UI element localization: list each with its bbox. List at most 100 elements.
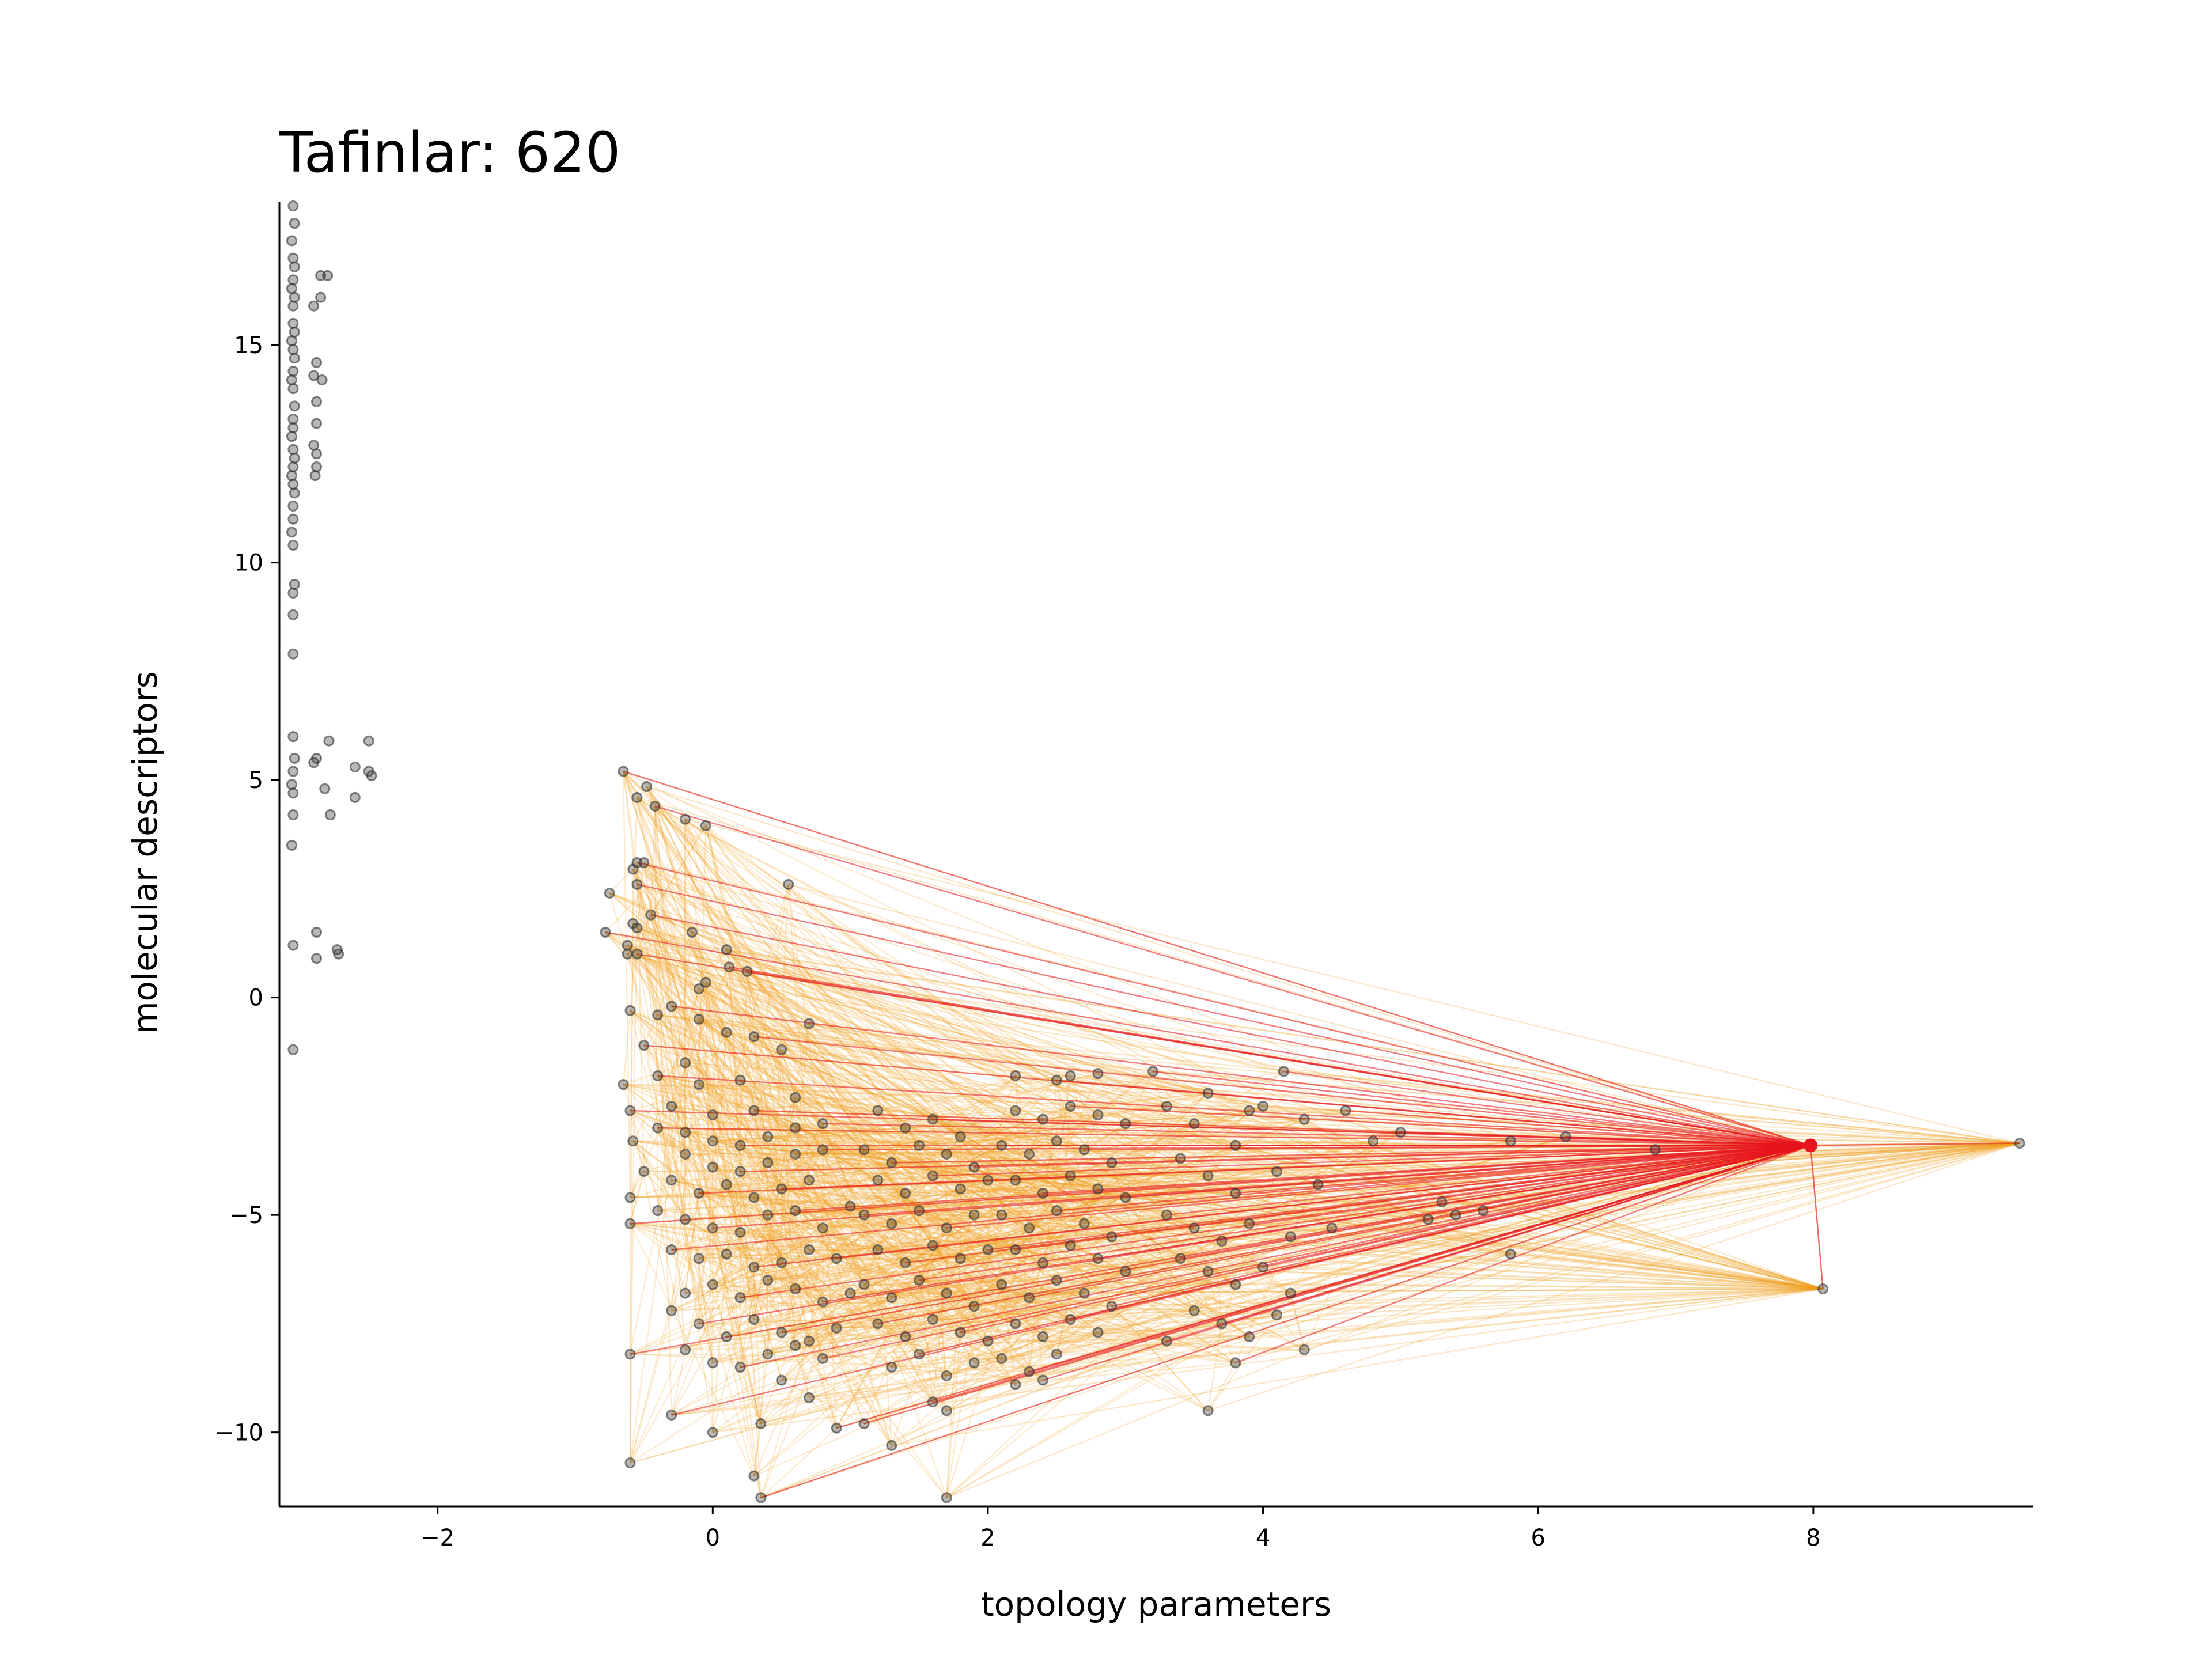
edge-line [643,862,1002,1285]
x-tick-label: 6 [1531,1525,1546,1551]
edge-line [1097,1073,1401,1133]
edge-line [712,1114,838,1259]
edge-line [740,1110,1016,1298]
edge-line [1166,1288,1823,1342]
edge-line [919,1279,1823,1290]
edge-line [728,967,741,1146]
y-tick-label: 10 [234,550,263,577]
edge-line [836,1257,961,1333]
edge-line [932,1119,1112,1237]
data-point [624,1349,636,1360]
edge-line [630,1353,1029,1373]
edge-line [781,1149,865,1333]
edge-line [919,1145,1099,1190]
edge-line [706,982,1811,1146]
edge-line [705,982,1236,1285]
edge-line [1290,1142,2020,1294]
edge-line [627,945,1016,1181]
data-point [955,1131,966,1142]
edge-line [712,1227,906,1338]
edge-line [698,1084,782,1333]
edge-line [795,1097,1222,1324]
data-point [1010,1105,1021,1116]
edge-line [657,1014,1511,1142]
data-point [1271,1309,1282,1321]
data-point [652,1205,664,1217]
edge-line [684,819,728,1185]
edge-line [629,884,789,1463]
edge-line [767,1214,782,1263]
edge-line [627,945,796,1155]
data-point [289,752,300,764]
edge-line [753,1162,768,1198]
data-point [287,609,299,620]
edge-line [636,862,768,1281]
data-point [941,1222,952,1234]
edge-line [729,966,1085,1225]
data-point [666,1100,677,1112]
data-point [310,953,322,964]
edge-line [891,1297,1112,1307]
edge-line [712,1257,837,1363]
edge-line [698,988,810,1181]
edge-line [1166,1105,2020,1144]
edge-line [657,1014,1222,1324]
edge-line [787,884,1168,1215]
data-point [755,1492,767,1503]
edge-line [643,862,1284,1073]
edge-line [713,1283,1029,1373]
edge-line [646,786,906,1194]
edge-line [1207,1323,1223,1411]
highlight-edge [671,1005,1811,1146]
edge-line [623,1084,1057,1211]
edge-line [974,1175,1071,1307]
edge-line [636,953,686,1219]
edge-line [657,1127,878,1181]
edge-line [808,1023,1236,1285]
edge-line [747,971,1002,1146]
edge-line [781,1136,961,1381]
data-point [734,1074,746,1086]
edge-line [636,927,796,1289]
data-point [310,461,322,473]
y-tick-label: 15 [234,332,263,359]
edge-line [705,982,755,1320]
highlight-edge [657,1075,1811,1146]
edge-line [627,945,1016,1251]
highlight-edge [760,1145,1811,1499]
highlight-edge [740,1145,1811,1368]
edge-line [1043,1336,1305,1351]
data-point [1065,1313,1076,1325]
edge-line [636,797,714,1228]
edge-line [891,1288,1823,1368]
edge-line [630,1223,947,1411]
edge-line [646,786,1099,1116]
data-point [693,983,704,995]
edge-line [726,1249,1016,1338]
edge-line [671,1145,1811,1181]
data-point [734,1292,746,1304]
edge-line [767,1214,1167,1281]
data-point [1147,1066,1159,1077]
edge-line [850,1293,1016,1385]
highlight-edge [1400,1131,1811,1146]
edge-line [823,1301,1195,1312]
edge-line [671,1127,796,1251]
data-point [1065,1170,1076,1181]
edge-line [987,1131,1401,1342]
edge-line [795,1097,1167,1107]
edge-line [698,1018,933,1120]
data-point [1037,1187,1048,1199]
edge-line [630,1110,810,1251]
edge-line [809,1136,1566,1342]
edge-line [788,884,1811,1146]
data-point [1312,1179,1324,1190]
data-point [286,235,297,247]
edge-line [726,1279,768,1338]
data-point [955,1183,966,1195]
edge-line [726,949,796,1346]
edge-line [850,1293,1030,1372]
y-tick-label: −10 [215,1420,263,1446]
edge-line [891,1288,1823,1446]
edge-line [605,931,810,1181]
